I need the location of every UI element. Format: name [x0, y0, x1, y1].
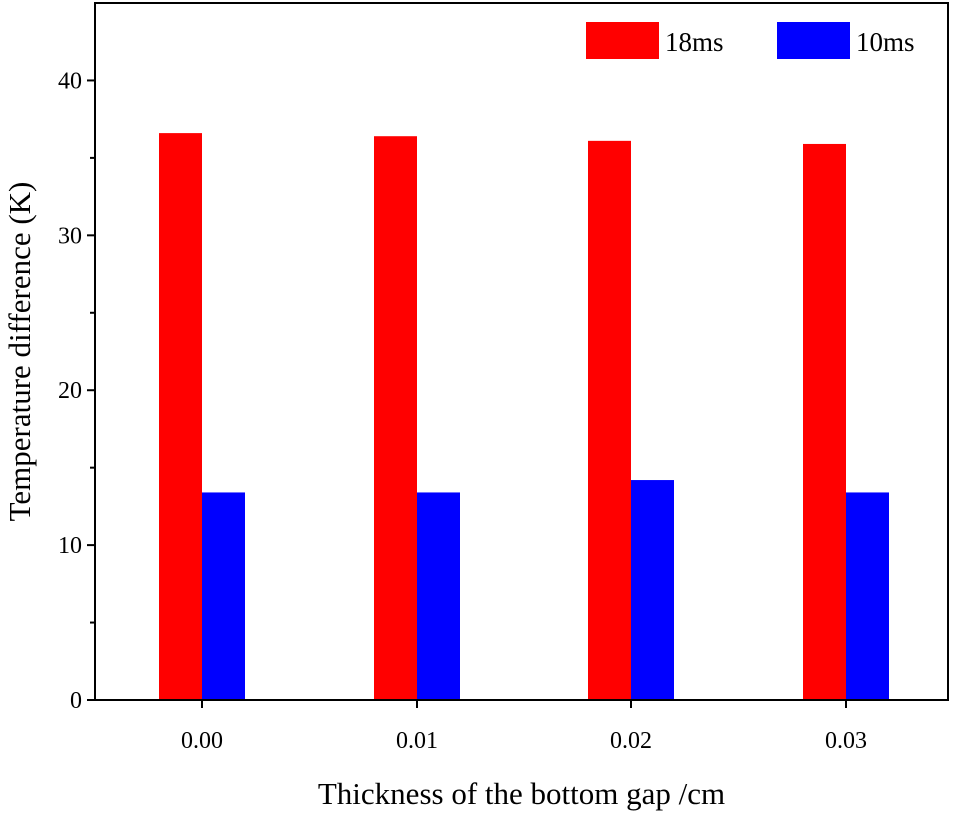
bar-10ms-0.01 [417, 492, 460, 700]
y-tick-label: 30 [58, 223, 82, 249]
legend: 18ms 10ms [586, 22, 915, 59]
bar-10ms-0.00 [202, 492, 245, 700]
x-tick-label: 0.00 [181, 728, 223, 754]
bar-10ms-0.03 [846, 492, 889, 700]
legend-swatch-18ms [586, 22, 659, 59]
y-tick-label: 40 [58, 68, 82, 94]
bar-10ms-0.02 [631, 480, 674, 700]
bar-18ms-0.03 [803, 143, 846, 701]
plot-frame [94, 2, 949, 701]
y-axis-title: Temperature difference (K) [2, 182, 37, 522]
legend-label-10ms: 10ms [856, 27, 915, 57]
x-axis-title: Thickness of the bottom gap /cm [318, 776, 725, 811]
ticks-layer: 0 10 20 30 40 0.00 0.01 0.02 0.03 [58, 68, 867, 754]
x-tick-label: 0.03 [825, 728, 867, 754]
y-tick-label: 20 [58, 378, 82, 404]
legend-swatch-10ms [777, 22, 850, 59]
x-tick-label: 0.01 [396, 728, 438, 754]
legend-label-18ms: 18ms [665, 27, 724, 57]
bar-18ms-0.01 [374, 136, 417, 700]
bar-18ms-0.00 [159, 133, 202, 700]
bar-18ms-0.02 [588, 140, 631, 701]
x-tick-label: 0.02 [610, 728, 652, 754]
bars-layer [159, 133, 889, 701]
y-tick-label: 0 [70, 688, 82, 714]
y-tick-label: 10 [58, 533, 82, 559]
